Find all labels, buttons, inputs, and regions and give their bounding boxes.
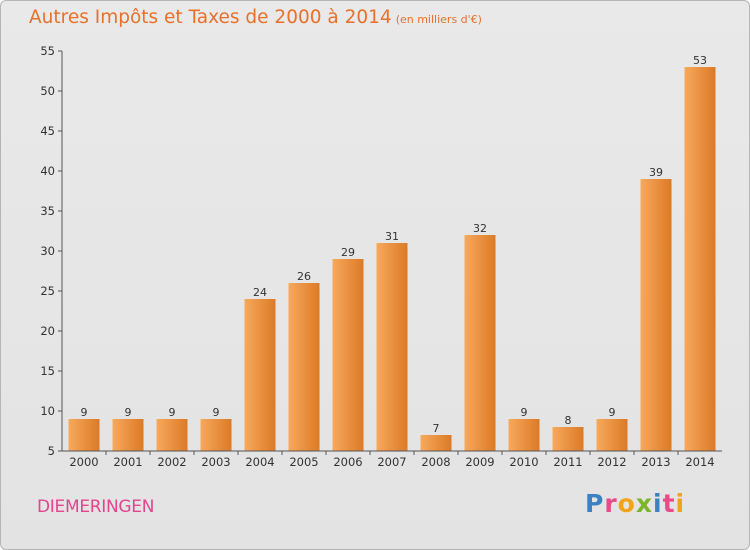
x-tick-label: 2001 (113, 455, 142, 469)
bar-value-label: 9 (213, 406, 220, 419)
x-tick-label: 2014 (685, 455, 714, 469)
bar-2003 (200, 419, 232, 451)
bar-2014 (684, 67, 716, 451)
y-tick-label: 40 (40, 164, 55, 178)
bars-group: 9 9 9 9 24 26 29 31 7 32 9 8 9 39 53 (68, 54, 716, 451)
y-tick-label: 15 (40, 364, 55, 378)
bar-value-label: 32 (473, 222, 487, 235)
y-tick-label: 45 (40, 124, 55, 138)
bar-value-label: 26 (297, 270, 311, 283)
bar-value-label: 8 (565, 414, 572, 427)
bar-value-label: 9 (81, 406, 88, 419)
y-tick-label: 55 (40, 44, 55, 58)
bar-value-label: 31 (385, 230, 399, 243)
bar-2012 (596, 419, 628, 451)
bar-2010 (508, 419, 540, 451)
logo-letter: r (604, 489, 618, 518)
bar-2009 (464, 235, 496, 451)
bar-2001 (112, 419, 144, 451)
y-tick-label: 30 (40, 244, 55, 258)
y-tick-label: 5 (48, 444, 55, 458)
y-tick-label: 50 (40, 84, 55, 98)
logo-letter: i (653, 489, 663, 518)
bar-value-label: 7 (433, 422, 440, 435)
x-tick-label: 2002 (157, 455, 186, 469)
bar-2011 (552, 427, 584, 451)
bar-2000 (68, 419, 100, 451)
x-tick-label: 2007 (377, 455, 406, 469)
logo-letter: x (635, 489, 653, 518)
bar-value-label: 24 (253, 286, 267, 299)
location-label: DIEMERINGEN (37, 497, 155, 517)
x-tick-label: 2009 (465, 455, 494, 469)
bar-value-label: 29 (341, 246, 355, 259)
bar-2013 (640, 179, 672, 451)
x-tick-label: 2013 (641, 455, 670, 469)
bar-value-label: 39 (649, 166, 663, 179)
y-tick-label: 20 (40, 324, 55, 338)
bar-2007 (376, 243, 408, 451)
logo-letter: P (585, 489, 605, 518)
x-tick-label: 2004 (245, 455, 274, 469)
bar-2004 (244, 299, 276, 451)
proxiti-logo: Proxiti (585, 489, 685, 518)
x-tick-label: 2010 (509, 455, 538, 469)
logo-letter: o (617, 489, 636, 518)
bar-2008 (420, 435, 452, 451)
bar-value-label: 9 (169, 406, 176, 419)
bar-value-label: 53 (693, 54, 707, 67)
x-tick-label: 2011 (553, 455, 582, 469)
chart-title: Autres Impôts et Taxes de 2000 à 2014 (en… (29, 7, 482, 28)
logo-letter: i (675, 489, 686, 518)
y-tick-label: 10 (40, 404, 55, 418)
bar-value-label: 9 (125, 406, 132, 419)
x-tick-label: 2005 (289, 455, 318, 469)
y-tick-label: 35 (40, 204, 55, 218)
chart-subtitle: (en milliers d'€) (395, 13, 482, 26)
x-tick-label: 2003 (201, 455, 230, 469)
x-tick-label: 2012 (597, 455, 626, 469)
bar-value-label: 9 (521, 406, 528, 419)
logo-letter: t (662, 489, 676, 518)
x-axis: 2000 2001 2002 2003 2004 2005 2006 2007 2008 2009… (62, 450, 722, 469)
x-tick-label: 2006 (333, 455, 362, 469)
bar-2002 (156, 419, 188, 451)
x-tick-label: 2000 (69, 455, 98, 469)
y-tick-label: 25 (40, 284, 55, 298)
x-tick-label: 2008 (421, 455, 450, 469)
chart-title-text: Autres Impôts et Taxes de 2000 à 2014 (29, 7, 392, 28)
bar-2006 (332, 259, 364, 451)
bar-value-label: 9 (609, 406, 616, 419)
y-axis: 5 10 15 20 25 30 35 40 45 50 55 (40, 44, 63, 458)
bar-2005 (288, 283, 320, 451)
